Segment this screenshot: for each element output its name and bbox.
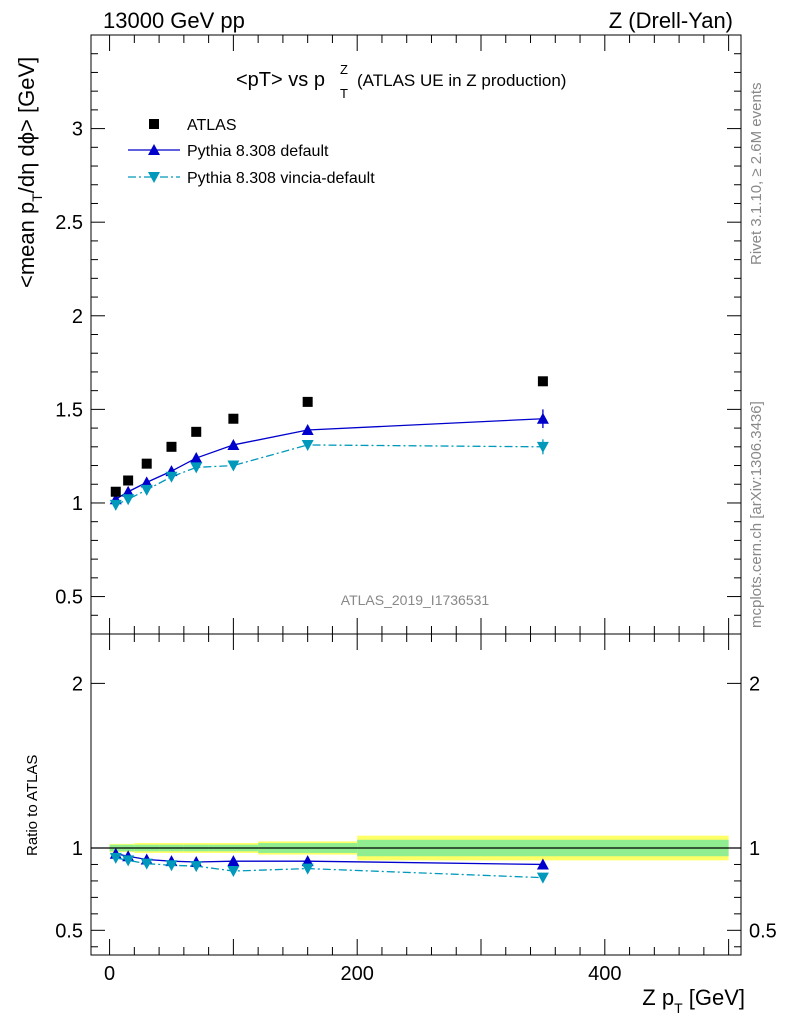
xlabel: Z pT [GeV] — [642, 985, 745, 1016]
data-point — [536, 441, 549, 453]
data-point — [536, 858, 549, 870]
data-point — [227, 855, 240, 867]
series-line — [115, 444, 543, 506]
data-point — [227, 866, 240, 878]
data-point — [301, 863, 314, 875]
data-point — [140, 484, 153, 496]
data-point — [140, 858, 153, 870]
main-ylabel: <mean pT/dη dϕ> [GeV] — [14, 57, 45, 288]
data-point — [122, 485, 135, 497]
ratio-xtick-label: 400 — [588, 963, 621, 985]
plot-title: <pT> vs p Z T (ATLAS UE in Z production) — [236, 62, 566, 101]
data-point — [536, 412, 549, 424]
ratio-ytick-label-right: 2 — [749, 673, 760, 695]
title-main: <pT> vs p — [236, 69, 325, 91]
legend: ATLAS Pythia 8.308 default Pythia 8.308 vi… — [128, 117, 375, 187]
data-point — [110, 486, 121, 497]
main-ytick-label: 0.5 — [55, 587, 83, 609]
data-point — [190, 861, 203, 873]
ratio-frame — [90, 633, 742, 956]
series-line — [115, 857, 543, 879]
data-point — [166, 441, 177, 452]
data-point — [122, 855, 135, 867]
ratio-ytick-label: 1 — [72, 838, 83, 860]
data-point — [302, 396, 313, 407]
main-ytick-label: 3 — [72, 119, 83, 141]
legend-entry: Pythia 8.308 default — [187, 143, 329, 160]
ratio-ytick-label-right: 1 — [749, 838, 760, 860]
data-point — [191, 426, 202, 437]
ratio-ylabel: Ratio to ATLAS — [24, 755, 41, 856]
data-point — [301, 439, 314, 451]
data-point — [109, 499, 122, 511]
ratio-ytick-label: 2 — [72, 673, 83, 695]
data-point — [141, 458, 152, 469]
analysis-watermark: ATLAS_2019_I1736531 — [341, 592, 490, 608]
ratio-xtick-label: 200 — [341, 963, 374, 985]
ratio-plot-panel: 0.5 0.5 1 1 2 2 0 200 400 — [55, 633, 777, 985]
rivet-label: Rivet 3.1.10, ≥ 2.6M events — [748, 83, 765, 266]
data-point — [109, 852, 122, 864]
data-point — [301, 423, 314, 435]
data-point — [165, 471, 178, 483]
series-line — [115, 418, 543, 500]
title-extra: (ATLAS UE in Z production) — [357, 71, 566, 90]
main-ytick-label: 1.5 — [55, 399, 83, 421]
data-point — [122, 494, 135, 506]
data-point — [190, 462, 203, 474]
data-point — [140, 476, 153, 488]
ratio-ytick-label: 0.5 — [55, 920, 83, 942]
data-point — [227, 460, 240, 472]
data-point — [227, 438, 240, 450]
data-point — [165, 860, 178, 872]
legend-marker — [149, 119, 159, 129]
header-right: Z (Drell-Yan) — [609, 8, 733, 33]
data-point — [537, 376, 548, 387]
data-point — [536, 872, 549, 884]
ratio-ytick-label-right: 0.5 — [749, 920, 777, 942]
data-point — [123, 475, 134, 486]
legend-entry: Pythia 8.308 vincia-default — [187, 170, 375, 187]
title-sup: Z — [340, 62, 348, 77]
data-point — [228, 413, 239, 424]
legend-marker — [148, 144, 160, 155]
data-point — [301, 855, 314, 867]
ratio-xtick-label: 0 — [104, 963, 115, 985]
legend-entry: ATLAS — [187, 117, 237, 134]
main-ytick-label: 1 — [72, 493, 83, 515]
header-left: 13000 GeV pp — [103, 8, 245, 33]
data-point — [190, 452, 203, 464]
main-plot-panel: 0.5 1 1.5 2 2.5 3 — [55, 34, 742, 635]
main-ytick-label: 2 — [72, 306, 83, 328]
main-ytick-label: 2.5 — [55, 212, 83, 234]
legend-marker — [148, 172, 160, 183]
mcplots-label: mcplots.cern.ch [arXiv:1306.3436] — [748, 401, 765, 628]
title-sub: T — [340, 86, 348, 101]
